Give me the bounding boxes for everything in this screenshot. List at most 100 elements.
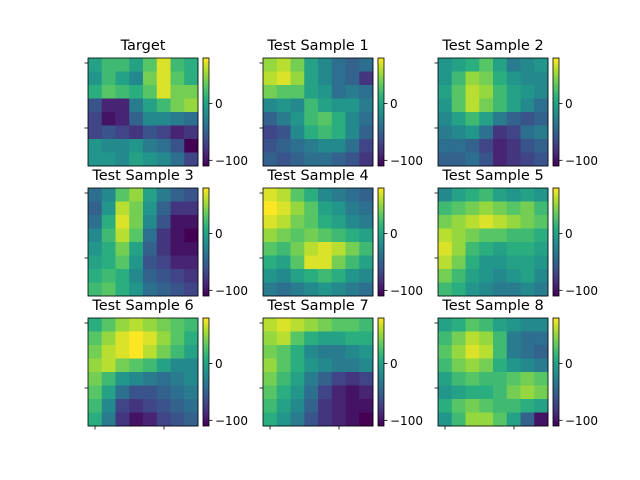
heatmap-cell: [115, 318, 130, 332]
colorbar: [378, 58, 384, 166]
heatmap-cell: [290, 318, 305, 332]
heatmap-cell: [263, 228, 278, 243]
heatmap-cell: [465, 188, 480, 202]
heatmap-cell: [88, 139, 103, 153]
heatmap-cell: [318, 269, 333, 283]
colorbar-tick-label: 0: [215, 227, 223, 241]
heatmap-cell: [170, 242, 185, 256]
panel-title: Test Sample 7: [266, 298, 368, 314]
heatmap-cell: [345, 85, 360, 99]
heatmap-cell: [479, 255, 494, 270]
heatmap-cell: [479, 112, 494, 126]
heatmap-cell: [115, 399, 130, 413]
heatmap-cell: [506, 215, 521, 229]
plot-frame: [262, 187, 374, 297]
heatmap-cell: [156, 255, 171, 270]
heatmap-cell: [345, 331, 360, 346]
heatmap-cell: [115, 85, 130, 99]
heatmap-cell: [359, 201, 374, 216]
heatmap-cell: [304, 228, 319, 243]
heatmap-cell: [331, 255, 346, 270]
heatmap-cell: [520, 358, 535, 373]
heatmap-cell: [143, 188, 158, 202]
heatmap-cell: [479, 58, 494, 72]
heatmap-cell: [331, 139, 346, 153]
heatmap-cell: [479, 372, 494, 386]
heatmap-cell: [493, 215, 508, 229]
heatmap-cell: [438, 112, 453, 126]
heatmap-cell: [520, 318, 535, 332]
heatmap-cell: [318, 71, 333, 86]
colorbar-tick-label: −100: [565, 154, 598, 168]
heatmap-cell: [345, 255, 360, 270]
heatmap-cell: [129, 98, 144, 113]
heatmap-cell: [345, 188, 360, 202]
heatmap-cell: [276, 215, 291, 229]
heatmap-cell: [304, 71, 319, 86]
heatmap-cell: [506, 228, 521, 243]
heatmap-cell: [359, 282, 374, 297]
heatmap-cell: [506, 98, 521, 113]
heatmap-cell: [451, 255, 466, 270]
heatmap-cell: [101, 112, 116, 126]
heatmap-cell: [479, 269, 494, 283]
heatmap-cell: [184, 112, 199, 126]
heatmap-cell: [263, 385, 278, 400]
heatmap-cell: [170, 269, 185, 283]
heatmap-cell: [143, 58, 158, 72]
heatmap-cell: [438, 331, 453, 346]
heatmap-cell: [263, 71, 278, 86]
heatmap-cell: [345, 269, 360, 283]
plot-frame: [87, 57, 199, 167]
heatmap-cell: [115, 331, 130, 346]
heatmap-cell: [115, 58, 130, 72]
heatmap-cell: [345, 228, 360, 243]
plot-frame: [437, 187, 549, 297]
heatmap-cell: [451, 318, 466, 332]
heatmap-cell: [290, 372, 305, 386]
heatmap-cell: [331, 345, 346, 359]
heatmap-cell: [318, 345, 333, 359]
heatmap-cell: [115, 125, 130, 140]
heatmap-cell: [520, 139, 535, 153]
heatmap-cell: [276, 372, 291, 386]
heatmap-cell: [465, 85, 480, 99]
heatmap-cell: [129, 331, 144, 346]
heatmap-cell: [290, 255, 305, 270]
heatmap-cell: [479, 228, 494, 243]
heatmap-cell: [438, 215, 453, 229]
heatmap-cell: [143, 282, 158, 297]
heatmap-cell: [438, 269, 453, 283]
heatmap-cell: [345, 139, 360, 153]
heatmap-cell: [290, 228, 305, 243]
heatmap-cell: [129, 269, 144, 283]
colorbar: [378, 188, 384, 296]
heatmap-cell: [263, 345, 278, 359]
heatmap-cell: [184, 98, 199, 113]
heatmap-cell: [493, 331, 508, 346]
colorbar-tick-label: −100: [215, 414, 248, 428]
heatmap-cell: [129, 188, 144, 202]
heatmap-cell: [493, 269, 508, 283]
heatmap-cell: [331, 85, 346, 99]
heatmap-cell: [170, 412, 185, 427]
heatmap-cell: [438, 188, 453, 202]
heatmap-cell: [304, 372, 319, 386]
heatmap-cell: [115, 282, 130, 297]
colorbar-tick-label: 0: [215, 97, 223, 111]
heatmap-cell: [345, 318, 360, 332]
heatmap-cell: [506, 318, 521, 332]
heatmap-cell: [129, 255, 144, 270]
heatmap-cell: [506, 255, 521, 270]
heatmap-cell: [331, 318, 346, 332]
heatmap-cell: [129, 399, 144, 413]
heatmap-cell: [331, 98, 346, 113]
heatmap-cell: [156, 98, 171, 113]
heatmap-cell: [331, 412, 346, 427]
colorbar-tick-label: 0: [390, 357, 398, 371]
heatmap-cell: [304, 331, 319, 346]
heatmap-cell: [465, 201, 480, 216]
heatmap-cell: [438, 228, 453, 243]
heatmap-cell: [359, 139, 374, 153]
heatmap-cell: [359, 318, 374, 332]
